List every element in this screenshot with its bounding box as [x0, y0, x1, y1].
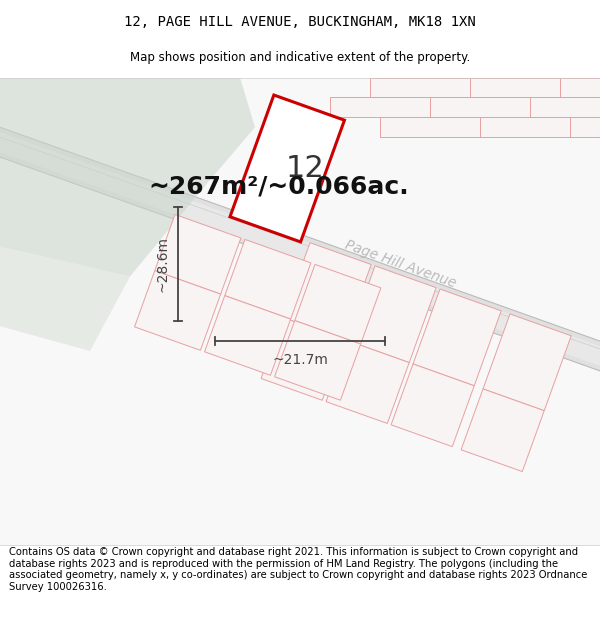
- Polygon shape: [560, 78, 600, 98]
- Polygon shape: [370, 78, 470, 98]
- Text: ~267m²/~0.066ac.: ~267m²/~0.066ac.: [148, 175, 409, 199]
- Polygon shape: [295, 264, 381, 344]
- Polygon shape: [461, 389, 544, 472]
- Polygon shape: [330, 98, 430, 118]
- Text: 12: 12: [286, 154, 325, 183]
- Polygon shape: [0, 132, 600, 366]
- Polygon shape: [155, 214, 241, 294]
- Polygon shape: [225, 239, 311, 319]
- Polygon shape: [283, 242, 371, 339]
- Polygon shape: [413, 289, 501, 386]
- Polygon shape: [470, 78, 560, 98]
- Polygon shape: [0, 247, 130, 351]
- Polygon shape: [0, 78, 600, 545]
- Polygon shape: [134, 271, 221, 351]
- Text: Contains OS data © Crown copyright and database right 2021. This information is : Contains OS data © Crown copyright and d…: [9, 548, 587, 592]
- Polygon shape: [530, 98, 600, 118]
- Polygon shape: [483, 314, 571, 411]
- Text: ~28.6m: ~28.6m: [156, 236, 170, 292]
- Polygon shape: [275, 321, 361, 400]
- Polygon shape: [348, 266, 436, 362]
- Polygon shape: [380, 118, 480, 137]
- Polygon shape: [391, 364, 474, 447]
- Text: 12, PAGE HILL AVENUE, BUCKINGHAM, MK18 1XN: 12, PAGE HILL AVENUE, BUCKINGHAM, MK18 1…: [124, 15, 476, 29]
- Polygon shape: [230, 95, 344, 242]
- Polygon shape: [430, 98, 530, 118]
- Text: Page Hill Avenue: Page Hill Avenue: [343, 238, 457, 291]
- Polygon shape: [480, 118, 570, 137]
- Polygon shape: [261, 318, 344, 400]
- Polygon shape: [570, 118, 600, 137]
- Text: Map shows position and indicative extent of the property.: Map shows position and indicative extent…: [130, 51, 470, 64]
- Polygon shape: [0, 127, 600, 371]
- Polygon shape: [205, 296, 290, 375]
- Polygon shape: [326, 341, 409, 424]
- Text: ~21.7m: ~21.7m: [272, 353, 328, 367]
- Polygon shape: [0, 78, 255, 276]
